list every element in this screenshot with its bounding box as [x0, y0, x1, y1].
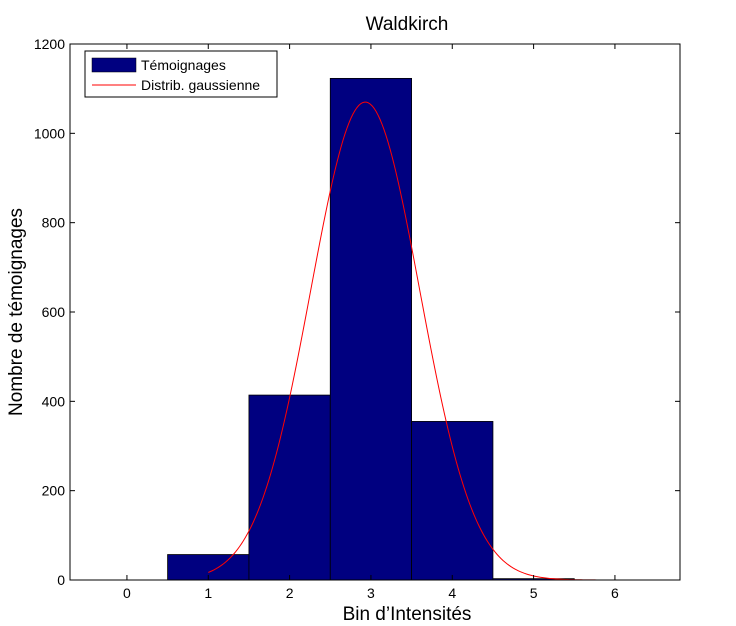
x-axis-title: Bin d’Intensités	[343, 604, 472, 625]
x-tick-label: 4	[448, 585, 456, 601]
x-tick-label: 6	[611, 585, 619, 601]
legend-bar-swatch	[91, 57, 137, 73]
y-tick-label: 1200	[34, 36, 65, 52]
x-tick-label: 3	[367, 585, 375, 601]
y-tick-label: 1000	[34, 125, 65, 141]
bars-layer	[167, 77, 575, 581]
legend-label-bars: Témoignages	[141, 57, 226, 73]
bar-2	[248, 394, 331, 581]
chart-title: Waldkirch	[366, 14, 449, 35]
y-axis-title: Nombre de témoignages	[6, 208, 27, 416]
y-tick-label: 0	[57, 572, 65, 588]
x-axis: 0 1 2 3 4 5 6	[123, 44, 619, 601]
x-tick-label: 1	[204, 585, 212, 601]
x-tick-label: 0	[123, 585, 131, 601]
y-tick-label: 400	[42, 393, 66, 409]
x-tick-label: 5	[530, 585, 538, 601]
y-axis: 0 200 400 600 800 1000 1200	[34, 36, 680, 588]
legend: Témoignages Distrib. gaussienne	[84, 50, 278, 98]
y-tick-label: 600	[42, 304, 66, 320]
y-tick-label: 200	[42, 483, 66, 499]
bar-3	[329, 77, 412, 581]
x-tick-label: 2	[286, 585, 294, 601]
y-tick-label: 800	[42, 215, 66, 231]
legend-label-gaussian: Distrib. gaussienne	[141, 77, 260, 93]
